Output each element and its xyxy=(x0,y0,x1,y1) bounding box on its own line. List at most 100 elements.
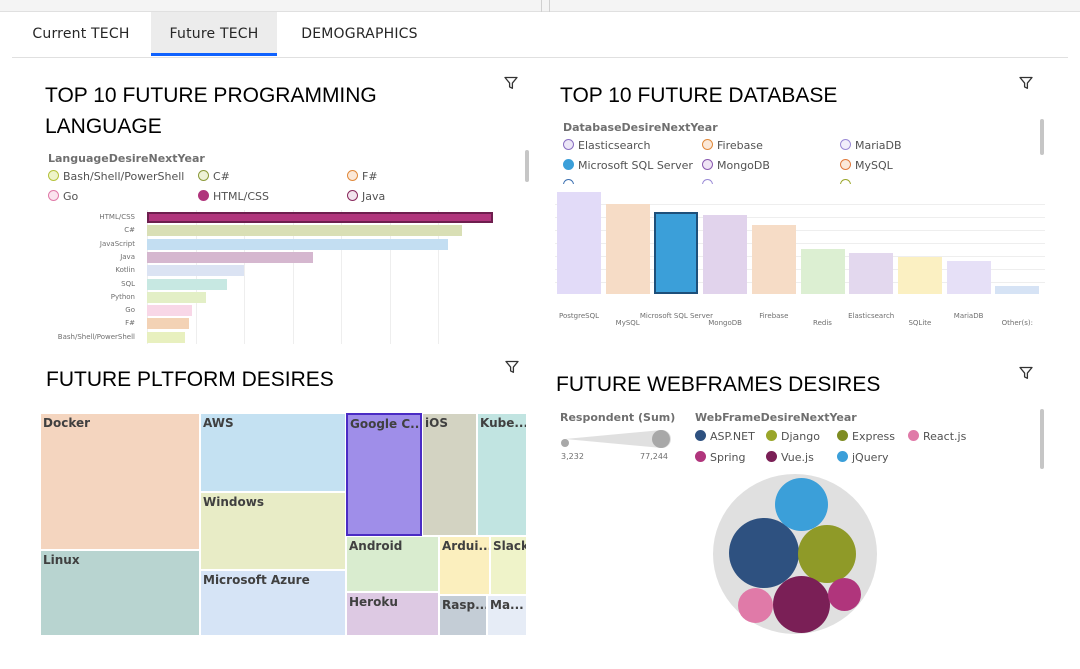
bar[interactable] xyxy=(147,331,186,343)
axis-tick-label: MariaDB xyxy=(953,312,984,320)
bar[interactable] xyxy=(147,238,449,250)
legend-scrollbar[interactable] xyxy=(1040,409,1044,469)
treemap-cell-label: Ma... xyxy=(490,598,524,612)
bar[interactable] xyxy=(147,251,314,263)
legend-label: MariaDB xyxy=(855,139,902,152)
tab-current-tech[interactable]: Current TECH xyxy=(32,26,130,42)
legend-swatch xyxy=(766,451,777,462)
bar[interactable] xyxy=(995,285,1040,294)
treemap-cell[interactable]: Heroku xyxy=(346,592,439,636)
bar[interactable] xyxy=(147,225,462,237)
treemap-cell[interactable]: Docker xyxy=(40,413,200,550)
bar[interactable] xyxy=(147,212,493,223)
legend-item[interactable]: Go xyxy=(48,190,78,204)
bubble[interactable] xyxy=(773,576,830,633)
legend-label: Elasticsearch xyxy=(578,139,651,152)
bar[interactable] xyxy=(897,257,942,294)
gridline xyxy=(389,210,391,344)
filter-icon[interactable] xyxy=(503,75,519,91)
bar[interactable] xyxy=(946,261,991,294)
treemap-cell[interactable]: Android xyxy=(346,536,439,592)
treemap-cell[interactable]: Windows xyxy=(200,492,346,570)
bar[interactable] xyxy=(703,215,748,294)
legend-item[interactable]: Firebase xyxy=(702,139,763,153)
bar[interactable] xyxy=(849,253,894,294)
legend-swatch xyxy=(563,159,574,170)
treemap-cell-label: Rasp... xyxy=(442,598,487,612)
treemap-cell[interactable]: iOS xyxy=(422,413,477,536)
treemap-cell[interactable]: Ma... xyxy=(487,595,527,636)
legend-item[interactable]: Java xyxy=(347,190,385,204)
treemap-cell[interactable]: Rasp... xyxy=(439,595,487,636)
legend-label: F# xyxy=(362,170,378,183)
legend-item[interactable]: F# xyxy=(347,170,378,184)
legend-item[interactable]: Spring xyxy=(695,451,746,465)
legend-item[interactable]: Elasticsearch xyxy=(563,139,650,153)
bar[interactable] xyxy=(800,249,845,294)
treemap-cell[interactable]: Google C... xyxy=(346,413,422,536)
legend-label: Microsoft SQL Server xyxy=(578,159,693,172)
gridline xyxy=(438,210,439,344)
gridline xyxy=(292,210,294,344)
treemap-cell-label: Ardui... xyxy=(442,539,490,553)
treemap-cell[interactable]: Kube... xyxy=(477,413,527,536)
treemap-cell[interactable]: Linux xyxy=(40,550,200,636)
axis-tick-label: Python xyxy=(110,292,135,301)
legend-item[interactable]: Microsoft SQL Server xyxy=(563,159,693,173)
legend-item[interactable]: Bash/Shell/PowerShell xyxy=(48,170,184,184)
legend-label: Django xyxy=(781,430,820,443)
legend-item[interactable]: C# xyxy=(198,170,230,184)
legend-item[interactable]: MongoDB xyxy=(702,159,770,173)
legend-item[interactable]: React.js xyxy=(908,430,966,444)
bar[interactable] xyxy=(147,305,192,317)
axis-tick-label: MongoDB xyxy=(708,319,742,327)
gridline xyxy=(244,210,245,344)
window-top-strip xyxy=(0,0,1080,12)
size-legend-slider[interactable] xyxy=(558,428,674,450)
bar[interactable] xyxy=(605,204,650,294)
legend-scrollbar[interactable] xyxy=(1040,119,1044,155)
languages-legend-title: LanguageDesireNextYear xyxy=(48,152,205,165)
treemap-cell[interactable]: Microsoft Azure xyxy=(200,570,346,636)
bar[interactable] xyxy=(147,278,227,290)
webframes-legend-title: WebFrameDesireNextYear xyxy=(695,411,857,424)
legend-item[interactable]: Vue.js xyxy=(766,451,814,465)
legend-label: Go xyxy=(63,190,79,203)
treemap-cell-label: Android xyxy=(349,539,403,553)
bubble[interactable] xyxy=(738,588,773,623)
size-legend-min: 3,232 xyxy=(561,452,584,461)
legend-item[interactable]: MariaDB xyxy=(840,139,902,153)
gridline xyxy=(147,210,148,344)
bubble[interactable] xyxy=(798,525,856,583)
legend-swatch xyxy=(840,159,851,170)
legend-item[interactable]: jQuery xyxy=(837,451,889,465)
bar[interactable] xyxy=(557,192,601,294)
legend-scrollbar[interactable] xyxy=(525,150,529,182)
legend-item[interactable]: MySQL xyxy=(840,159,893,173)
treemap-cell[interactable]: Ardui... xyxy=(439,536,490,595)
filter-icon[interactable] xyxy=(1018,75,1034,91)
tab-demographics[interactable]: DEMOGRAPHICS xyxy=(301,26,418,42)
legend-swatch xyxy=(48,190,59,201)
filter-icon[interactable] xyxy=(1018,365,1034,381)
legend-swatch xyxy=(702,159,713,170)
bar[interactable] xyxy=(147,291,206,303)
bar[interactable] xyxy=(147,318,189,330)
treemap-cell[interactable]: AWS xyxy=(200,413,346,492)
bar[interactable] xyxy=(751,224,796,294)
legend-swatch xyxy=(840,139,851,150)
legend-swatch xyxy=(198,190,209,201)
bar[interactable] xyxy=(147,265,244,277)
legend-item[interactable]: Django xyxy=(766,430,820,444)
filter-icon[interactable] xyxy=(504,359,520,375)
legend-item[interactable]: Express xyxy=(837,430,895,444)
bar[interactable] xyxy=(654,212,699,294)
bubble[interactable] xyxy=(729,518,799,588)
bubble[interactable] xyxy=(828,578,861,611)
bubble[interactable] xyxy=(775,478,828,531)
tab-future-tech[interactable]: Future TECH xyxy=(151,12,277,56)
axis-tick-label: Kotlin xyxy=(115,266,135,275)
legend-item[interactable]: HTML/CSS xyxy=(198,190,269,204)
treemap-cell[interactable]: Slack xyxy=(490,536,527,595)
legend-item[interactable]: ASP.NET xyxy=(695,430,755,444)
